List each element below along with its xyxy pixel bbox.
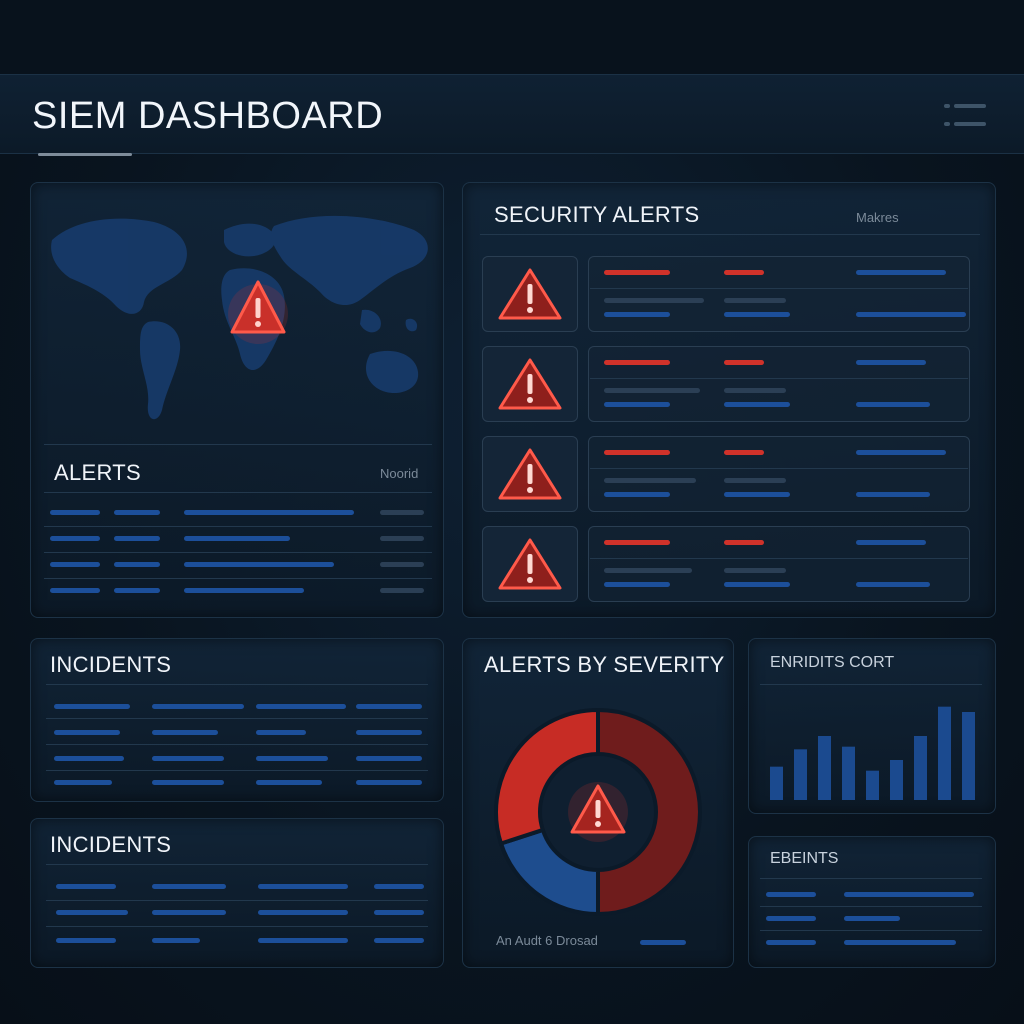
severity-donut-chart	[494, 707, 702, 917]
incidents-panel-1	[30, 638, 444, 802]
header: SIEM DASHBOARD	[0, 74, 1024, 156]
severity-footer-bar	[640, 940, 686, 945]
ebeints-panel	[748, 836, 996, 968]
bar-chart-bar	[962, 712, 975, 800]
incidents-title-2: INCIDENTS	[50, 832, 172, 857]
enridits-bar-chart	[770, 706, 975, 800]
alert-detail-box[interactable]	[588, 346, 970, 422]
severity-slice-2[interactable]	[494, 707, 600, 847]
warning-triangle-icon	[498, 538, 562, 590]
alert-detail-box[interactable]	[588, 256, 970, 332]
alert-detail-box[interactable]	[588, 436, 970, 512]
bar-chart-title: ENRIDITS CORT	[770, 654, 895, 671]
warning-triangle-icon	[568, 782, 628, 842]
bar-chart-bar	[842, 746, 855, 800]
warning-triangle-icon	[498, 358, 562, 410]
alerts-subtitle: Noorid	[380, 466, 419, 481]
warning-triangle-icon	[498, 448, 562, 500]
incidents-title-1: INCIDENTS	[50, 652, 172, 677]
bar-chart-bar	[794, 749, 807, 800]
map-alert-icon[interactable]	[228, 280, 288, 344]
security-alerts-subtitle: Makres	[856, 210, 899, 225]
menu-icon[interactable]	[944, 100, 988, 128]
world-map	[51, 215, 428, 420]
severity-slice-0[interactable]	[596, 707, 702, 917]
top-strip	[0, 0, 1024, 74]
incidents-panel-2	[30, 818, 444, 968]
alerts-title: ALERTS	[54, 460, 141, 485]
warning-triangle-icon	[498, 268, 562, 320]
bar-chart-bar	[770, 766, 783, 800]
bar-chart-bar	[938, 706, 951, 800]
severity-title: ALERTS BY SEVERITY	[484, 652, 725, 677]
security-alerts-title: SECURITY ALERTS	[494, 202, 700, 227]
bar-chart-bar	[890, 760, 903, 800]
bar-chart-bar	[818, 736, 831, 800]
page-title: SIEM DASHBOARD	[32, 95, 384, 137]
bar-chart-bar	[866, 770, 879, 800]
severity-footer: An Audt 6 Drosad	[496, 933, 598, 948]
bar-chart-bar	[914, 736, 927, 800]
title-underline	[38, 153, 132, 156]
ebeints-title: EBEINTS	[770, 850, 839, 867]
alert-detail-box[interactable]	[588, 526, 970, 602]
